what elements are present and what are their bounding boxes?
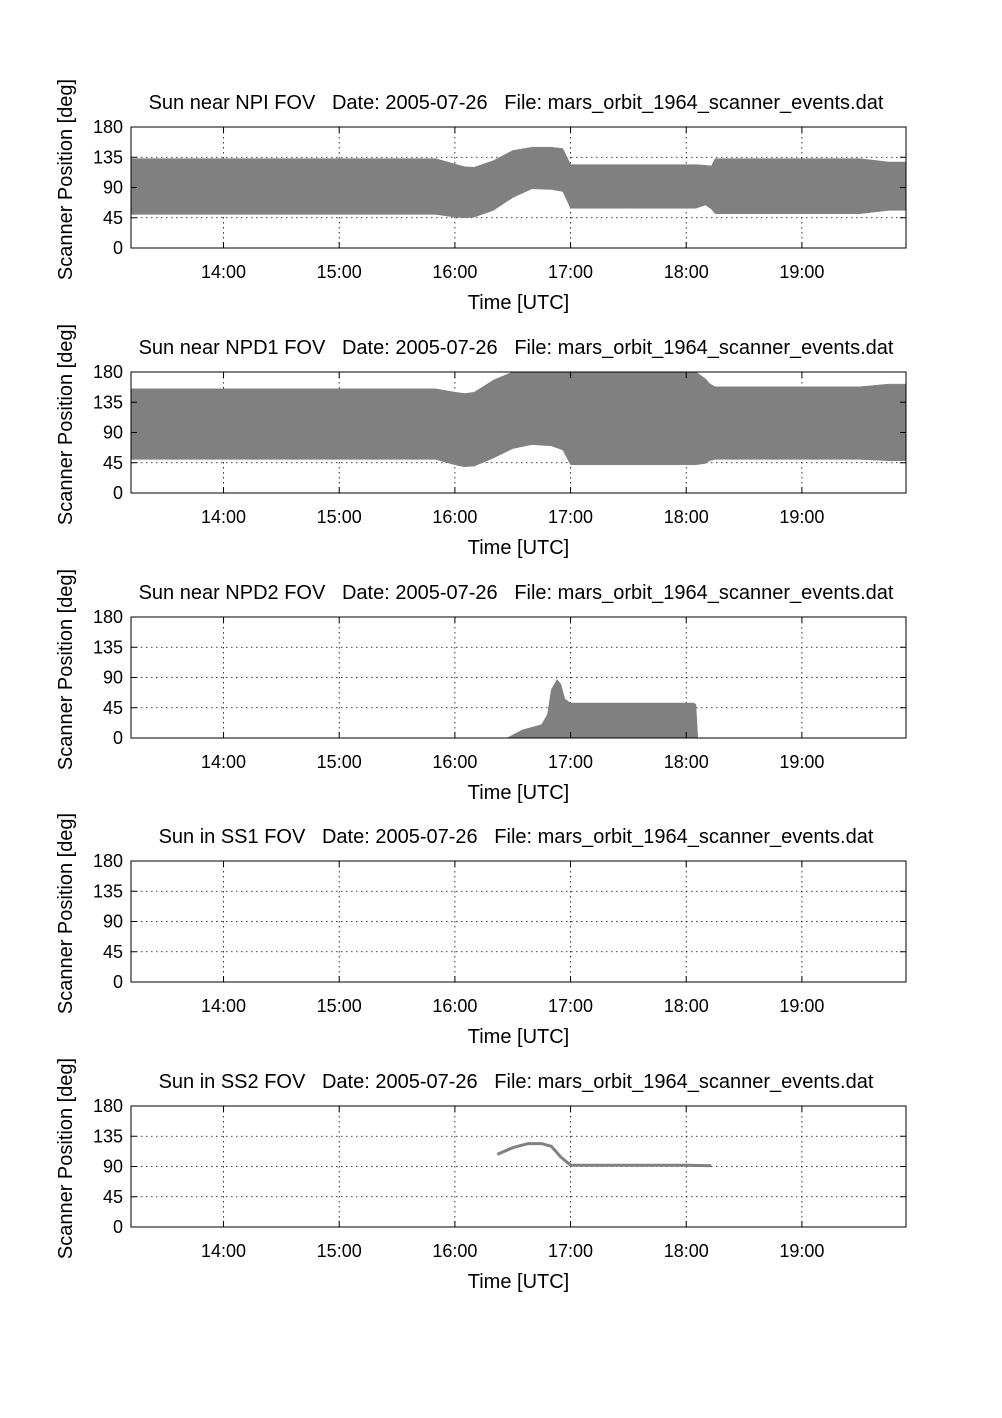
x-tick-label: 18:00 (664, 1241, 709, 1261)
x-tick-label: 15:00 (317, 1241, 362, 1261)
x-tick-label: 18:00 (664, 752, 709, 772)
x-tick-label: 19:00 (779, 262, 824, 282)
chart-panel-4: 14:00 15:00 16:00 17:00 18:00 19:00 0 45 90 135 18… (55, 813, 907, 1048)
y-tick-label: 90 (103, 178, 123, 198)
y-tick-label: 0 (113, 1217, 123, 1237)
y-tick-label: 90 (103, 668, 123, 688)
y-tick-label: 0 (113, 972, 123, 992)
x-tick-label: 17:00 (548, 996, 593, 1016)
y-tick-label: 45 (103, 942, 123, 962)
chart-panel-3: 14:00 15:00 16:00 17:00 18:00 19:00 0 45 90 135 18… (55, 569, 907, 804)
y-tick-label: 135 (93, 392, 123, 412)
x-tick-label: 16:00 (432, 1241, 477, 1261)
x-axis-label: Time [UTC] (468, 292, 569, 314)
y-tick-label: 180 (93, 117, 123, 137)
y-tick-label: 180 (93, 851, 123, 871)
y-tick-label: 90 (103, 1157, 123, 1177)
x-tick-label: 17:00 (548, 1241, 593, 1261)
x-axis-label: Time [UTC] (468, 1026, 569, 1048)
y-tick-label: 180 (93, 1096, 123, 1116)
x-tick-label: 17:00 (548, 262, 593, 282)
x-tick-label: 15:00 (317, 996, 362, 1016)
data-line (496, 1142, 712, 1168)
y-tick-label: 0 (113, 238, 123, 258)
chart-title: Sun in SS1 FOV Date: 2005-07-26 File: ma… (159, 826, 874, 848)
y-tick-label: 0 (113, 483, 123, 503)
y-tick-label: 45 (103, 698, 123, 718)
chart-panel-2: 14:00 15:00 16:00 17:00 18:00 19:00 0 45 90 135 18… (55, 324, 907, 559)
x-tick-label: 14:00 (201, 996, 246, 1016)
y-tick-label: 45 (103, 453, 123, 473)
x-tick-label: 16:00 (432, 262, 477, 282)
x-tick-label: 19:00 (779, 1241, 824, 1261)
chart-title: Sun near NPI FOV Date: 2005-07-26 File: … (149, 92, 884, 114)
y-tick-label: 90 (103, 423, 123, 443)
x-tick-label: 15:00 (317, 752, 362, 772)
x-tick-label: 15:00 (317, 262, 362, 282)
y-tick-label: 180 (93, 362, 123, 382)
y-axis-label: Scanner Position [deg] (55, 324, 77, 525)
y-tick-label: 135 (93, 147, 123, 167)
x-tick-label: 18:00 (664, 507, 709, 527)
y-axis-label: Scanner Position [deg] (55, 1058, 77, 1259)
chart-title: Sun near NPD2 FOV Date: 2005-07-26 File:… (139, 582, 894, 604)
x-tick-label: 14:00 (201, 752, 246, 772)
x-tick-label: 17:00 (548, 507, 593, 527)
x-tick-label: 16:00 (432, 507, 477, 527)
y-tick-label: 45 (103, 1187, 123, 1207)
y-tick-label: 90 (103, 912, 123, 932)
x-tick-label: 14:00 (201, 262, 246, 282)
y-tick-label: 0 (113, 728, 123, 748)
chart-panel-5: 14:00 15:00 16:00 17:00 18:00 19:00 0 45 90 135 18… (55, 1058, 907, 1293)
x-tick-label: 15:00 (317, 507, 362, 527)
y-axis-label: Scanner Position [deg] (55, 569, 77, 770)
chart-title: Sun near NPD1 FOV Date: 2005-07-26 File:… (139, 337, 894, 359)
data-band (130, 371, 907, 468)
y-axis-label: Scanner Position [deg] (55, 79, 77, 280)
x-tick-label: 19:00 (779, 996, 824, 1016)
data-band (506, 679, 699, 739)
x-tick-label: 19:00 (779, 507, 824, 527)
x-tick-label: 18:00 (664, 996, 709, 1016)
y-tick-label: 45 (103, 208, 123, 228)
y-tick-label: 135 (93, 881, 123, 901)
x-tick-label: 14:00 (201, 507, 246, 527)
chart-title: Sun in SS2 FOV Date: 2005-07-26 File: ma… (159, 1071, 874, 1093)
x-axis-label: Time [UTC] (468, 1271, 569, 1293)
x-tick-label: 16:00 (432, 752, 477, 772)
y-tick-label: 135 (93, 1126, 123, 1146)
x-tick-label: 17:00 (548, 752, 593, 772)
x-tick-label: 18:00 (664, 262, 709, 282)
y-tick-label: 135 (93, 637, 123, 657)
x-axis-label: Time [UTC] (468, 537, 569, 559)
x-tick-label: 14:00 (201, 1241, 246, 1261)
y-axis-label: Scanner Position [deg] (55, 813, 77, 1014)
x-tick-label: 16:00 (432, 996, 477, 1016)
data-band (130, 146, 907, 219)
x-axis-label: Time [UTC] (468, 782, 569, 804)
chart-panel-1: 14:00 15:00 16:00 17:00 18:00 19:00 0 45 90 135 18… (55, 79, 907, 314)
x-tick-label: 19:00 (779, 752, 824, 772)
y-tick-label: 180 (93, 607, 123, 627)
